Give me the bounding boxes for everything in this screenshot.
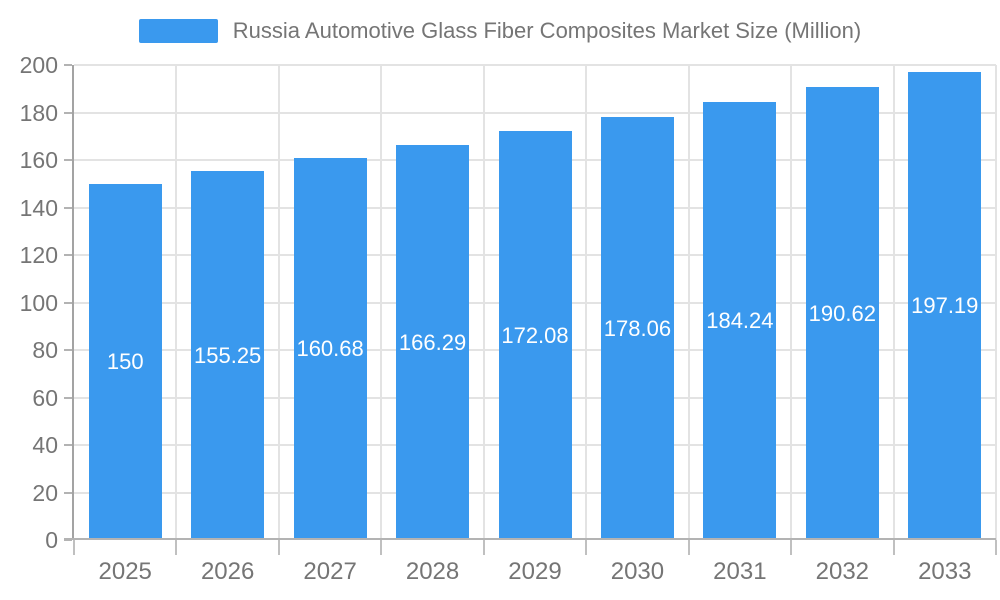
x-axis-tick-mark — [892, 540, 895, 555]
x-axis-line — [64, 538, 996, 540]
x-axis-tick-mark — [482, 540, 485, 555]
y-axis-tick-label: 100 — [19, 289, 58, 316]
x-axis-tick-mark — [175, 540, 178, 555]
y-axis-tick-label: 0 — [45, 527, 58, 553]
bar-value-label: 155.25 — [194, 342, 262, 368]
x-axis-tick-mark — [687, 540, 690, 555]
bar-2025 — [88, 183, 162, 540]
gridline-vertical — [995, 65, 997, 540]
gridline-vertical — [175, 65, 178, 540]
x-axis-tick-mark — [380, 540, 383, 555]
y-axis-line — [72, 65, 74, 540]
legend-swatch — [138, 19, 218, 43]
bar-value-label: 178.06 — [603, 315, 672, 341]
bar-2030 — [600, 117, 674, 540]
y-axis-tick-mark — [64, 159, 72, 161]
y-axis-tick-label: 160 — [19, 147, 58, 173]
bar-2027 — [293, 158, 367, 540]
x-axis-tick-mark — [585, 540, 588, 555]
bar-value-label: 190.62 — [808, 300, 876, 326]
gridline-vertical — [380, 65, 383, 540]
x-axis-tick-label: 2028 — [405, 558, 460, 585]
y-axis-tick-mark — [64, 64, 72, 66]
gridline-horizontal — [74, 64, 996, 66]
y-axis-tick-mark — [64, 539, 72, 541]
legend-label: Russia Automotive Glass Fiber Composites… — [232, 18, 862, 43]
gridline-vertical — [585, 65, 588, 540]
bar-2033 — [908, 71, 982, 540]
y-axis-tick-mark — [64, 396, 72, 399]
y-axis-tick-label: 200 — [19, 52, 58, 78]
x-axis-tick-label: 2026 — [200, 558, 255, 585]
y-axis-tick-mark — [64, 491, 72, 494]
gridline-vertical — [277, 65, 280, 540]
bar-value-label: 184.24 — [706, 308, 774, 334]
y-axis-tick-label: 180 — [19, 99, 58, 126]
x-axis-tick-mark — [73, 540, 75, 555]
x-axis-tick-mark — [995, 540, 997, 555]
y-axis-tick-mark — [64, 349, 72, 351]
x-axis-tick-label: 2030 — [610, 558, 665, 585]
bar-value-label: 160.68 — [296, 336, 364, 362]
bar-2031 — [703, 102, 777, 540]
gridline-horizontal — [74, 111, 996, 114]
x-axis-tick-label: 2031 — [713, 558, 767, 585]
y-axis-tick-mark — [64, 301, 72, 304]
y-axis-tick-mark — [64, 444, 72, 446]
y-axis-tick-label: 20 — [32, 479, 58, 506]
x-axis-tick-label: 2032 — [815, 558, 870, 585]
x-axis-tick-label: 2029 — [508, 558, 562, 585]
bar-2029 — [498, 131, 572, 540]
x-axis-tick-mark — [277, 540, 280, 555]
y-axis-tick-mark — [64, 254, 72, 256]
x-axis-tick-label: 2027 — [303, 558, 357, 585]
gridline-vertical — [687, 65, 690, 540]
y-axis-tick-label: 60 — [32, 384, 58, 411]
bar-value-label: 172.08 — [501, 322, 569, 348]
x-axis-tick-label: 2033 — [918, 558, 972, 585]
bar-2028 — [396, 145, 470, 540]
bar-value-label: 150 — [106, 348, 144, 374]
y-axis-tick-mark — [64, 206, 72, 209]
gridline-vertical — [892, 65, 895, 540]
y-axis-tick-label: 120 — [19, 242, 58, 268]
y-axis-tick-label: 140 — [19, 194, 58, 221]
legend: Russia Automotive Glass Fiber Composites… — [0, 17, 1000, 45]
x-axis-tick-mark — [790, 540, 793, 555]
bar-2026 — [191, 171, 265, 540]
x-axis-tick-label: 2025 — [98, 558, 152, 585]
y-axis-tick-mark — [64, 111, 72, 114]
gridline-vertical — [482, 65, 485, 540]
bar-2032 — [805, 87, 879, 540]
gridline-vertical — [790, 65, 793, 540]
bar-value-label: 166.29 — [398, 329, 467, 355]
y-axis-tick-label: 40 — [32, 432, 58, 458]
bar-value-label: 197.19 — [911, 292, 979, 318]
y-axis-tick-label: 80 — [32, 337, 58, 363]
